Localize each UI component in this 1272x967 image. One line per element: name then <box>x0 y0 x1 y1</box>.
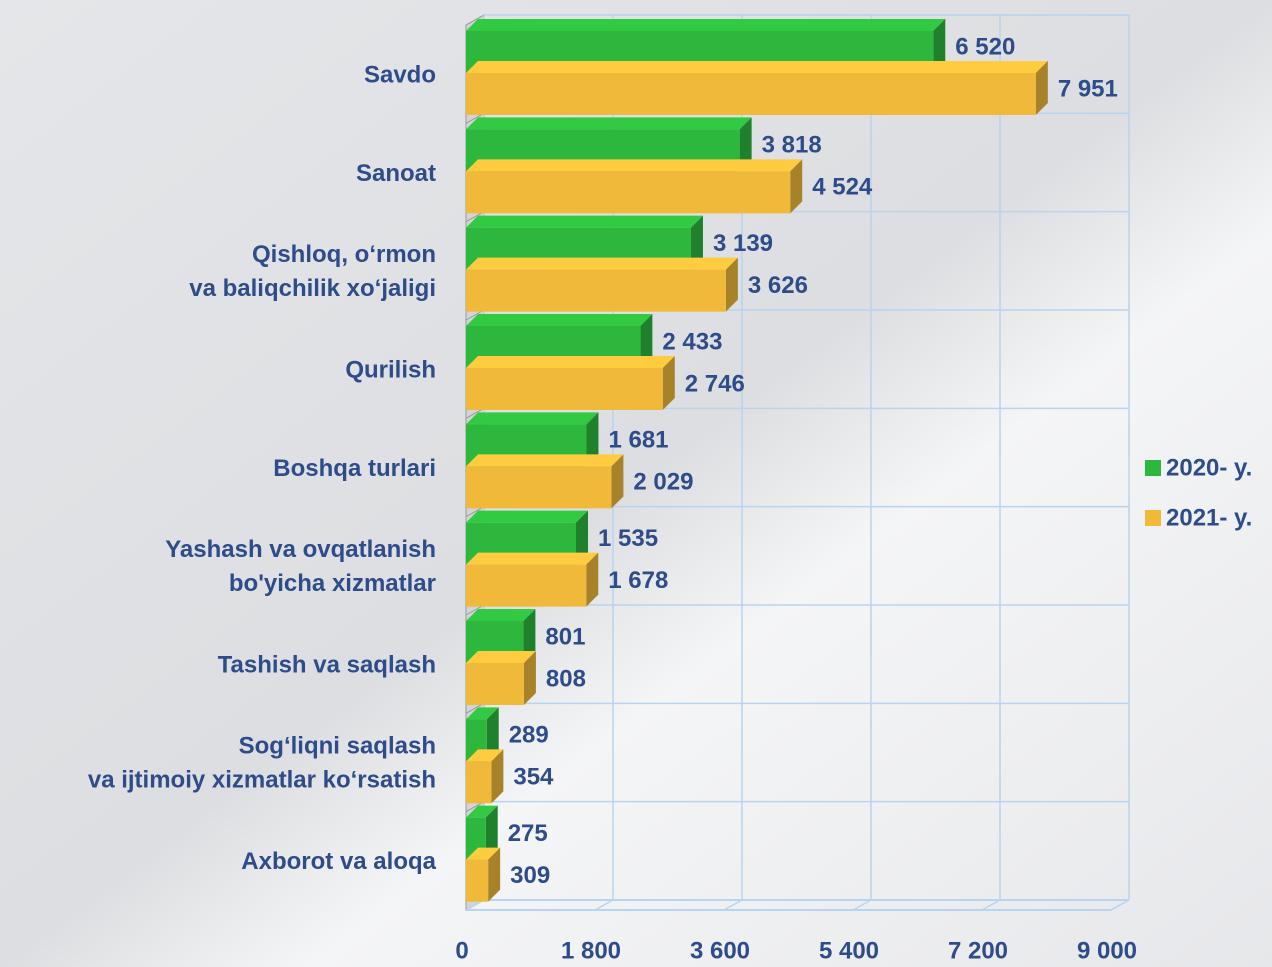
bar-top <box>466 552 599 565</box>
bar-side <box>523 651 536 705</box>
row-line-side <box>465 14 485 26</box>
bar <box>466 564 587 607</box>
value-label: 2 029 <box>633 469 693 496</box>
value-label: 6 520 <box>955 33 1015 60</box>
bar-side <box>640 314 653 368</box>
tick-mark <box>981 899 1001 911</box>
category-label: Savdo <box>364 62 436 89</box>
bar-top <box>466 454 624 467</box>
category-label: Sog‘liqni saqlash va ijtimoiy xizmatlar k… <box>88 733 436 794</box>
bar-side <box>523 609 536 663</box>
bar-top <box>466 707 499 720</box>
x-tick-label: 7 200 <box>948 937 1008 964</box>
bar <box>466 73 1036 115</box>
category-label: Sanoat <box>356 160 436 187</box>
value-label: 3 626 <box>748 272 808 299</box>
row-line-side <box>465 211 485 223</box>
bar-side <box>488 847 501 902</box>
legend-label: 2021- y. <box>1166 504 1252 531</box>
bar-top <box>466 215 703 228</box>
value-label: 1 678 <box>608 567 668 594</box>
bar-top <box>466 609 536 621</box>
legend-swatch <box>1145 510 1161 526</box>
bar <box>466 171 791 214</box>
tick-mark <box>1110 899 1130 911</box>
value-label: 3 818 <box>762 132 822 159</box>
bar-side <box>790 159 803 214</box>
value-label: 801 <box>545 623 585 650</box>
bar-top <box>466 117 752 130</box>
bar-side <box>586 552 599 607</box>
bar-top <box>466 257 738 270</box>
bar <box>466 368 663 410</box>
bar-side <box>576 510 589 565</box>
x-tick-label: 9 000 <box>1077 937 1137 964</box>
value-label: 309 <box>510 862 550 889</box>
bar-side <box>933 19 946 73</box>
value-label: 808 <box>546 665 586 692</box>
tick-mark <box>723 899 743 911</box>
bar-top <box>466 847 501 860</box>
bar-top <box>466 61 1048 73</box>
bar-top <box>466 356 675 368</box>
bar-side <box>485 805 498 860</box>
bar-top <box>466 314 653 326</box>
category-label: Tashish va saqlash <box>218 652 436 679</box>
value-label: 275 <box>508 820 548 847</box>
bar <box>466 269 726 312</box>
value-label: 2 433 <box>662 328 722 355</box>
bar-side <box>662 356 675 410</box>
bar-side <box>611 454 624 509</box>
bar-top <box>466 651 536 663</box>
x-tick-label: 0 <box>455 937 468 964</box>
value-label: 1 681 <box>608 427 668 454</box>
bar-top <box>466 412 599 425</box>
value-label: 3 139 <box>713 230 773 257</box>
bar-top <box>466 510 589 523</box>
bar-side <box>690 215 703 270</box>
bar <box>466 663 524 705</box>
value-label: 354 <box>513 764 554 791</box>
value-label: 2 746 <box>685 370 745 397</box>
bar-side <box>586 412 599 467</box>
bar-side <box>491 749 504 804</box>
category-label: Axborot va aloqa <box>241 848 436 875</box>
bar-side <box>725 257 738 312</box>
bar-side <box>486 707 499 762</box>
tick-mark <box>852 899 872 911</box>
category-label: Qurilish <box>345 357 436 384</box>
x-tick-label: 3 600 <box>690 937 750 964</box>
bar <box>466 761 492 804</box>
value-label: 1 535 <box>598 525 658 552</box>
bar-top <box>466 19 946 31</box>
value-label: 289 <box>509 722 549 749</box>
category-label: Qishloq, o‘rmon va baliqchilik xo‘jaligi <box>189 241 436 302</box>
bar-top <box>466 749 504 762</box>
x-tick-label: 5 400 <box>819 937 879 964</box>
category-label: Yashash va ovqatlanish bo'yicha xizmatlar <box>165 536 436 597</box>
value-label: 7 951 <box>1058 75 1118 102</box>
legend-swatch <box>1145 460 1161 476</box>
value-label: 4 524 <box>812 174 873 201</box>
bar <box>466 466 612 509</box>
row-line-side <box>465 801 485 813</box>
bar-side <box>1035 61 1048 115</box>
tick-mark <box>594 899 614 911</box>
bar-side <box>739 117 752 172</box>
legend-label: 2020- y. <box>1166 454 1252 481</box>
category-label: Boshqa turlari <box>273 455 436 482</box>
bar <box>466 859 489 902</box>
x-tick-label: 1 800 <box>561 937 621 964</box>
bar-top <box>466 805 498 818</box>
bar-top <box>466 159 803 172</box>
